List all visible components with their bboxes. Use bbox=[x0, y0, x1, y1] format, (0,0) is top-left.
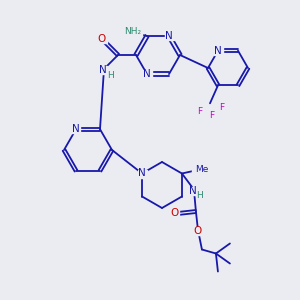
Bar bbox=[98, 35, 106, 43]
Bar bbox=[170, 209, 179, 217]
Text: F: F bbox=[209, 111, 214, 120]
Bar bbox=[164, 32, 173, 40]
Bar bbox=[142, 70, 152, 78]
Bar bbox=[208, 112, 216, 119]
Text: O: O bbox=[194, 226, 202, 236]
Bar bbox=[194, 226, 202, 235]
Text: N: N bbox=[99, 65, 107, 75]
Text: H: H bbox=[106, 70, 113, 80]
Bar bbox=[124, 27, 142, 36]
Text: O: O bbox=[98, 34, 106, 44]
Text: F: F bbox=[197, 107, 202, 116]
Text: N: N bbox=[143, 69, 151, 79]
Bar bbox=[138, 169, 147, 178]
Text: N: N bbox=[189, 185, 197, 196]
Text: N: N bbox=[72, 124, 80, 134]
Bar bbox=[71, 125, 80, 133]
Bar bbox=[99, 66, 107, 74]
Text: NH₂: NH₂ bbox=[124, 27, 142, 36]
Bar bbox=[189, 187, 197, 194]
Text: F: F bbox=[219, 103, 225, 112]
Text: H: H bbox=[196, 191, 203, 200]
Bar bbox=[196, 108, 204, 115]
Text: N: N bbox=[165, 31, 173, 41]
Bar bbox=[218, 104, 226, 111]
Text: Me: Me bbox=[195, 165, 208, 174]
Bar bbox=[214, 47, 223, 55]
Text: O: O bbox=[171, 208, 179, 218]
Bar bbox=[192, 166, 208, 173]
Text: N: N bbox=[138, 169, 146, 178]
Text: N: N bbox=[214, 46, 222, 56]
